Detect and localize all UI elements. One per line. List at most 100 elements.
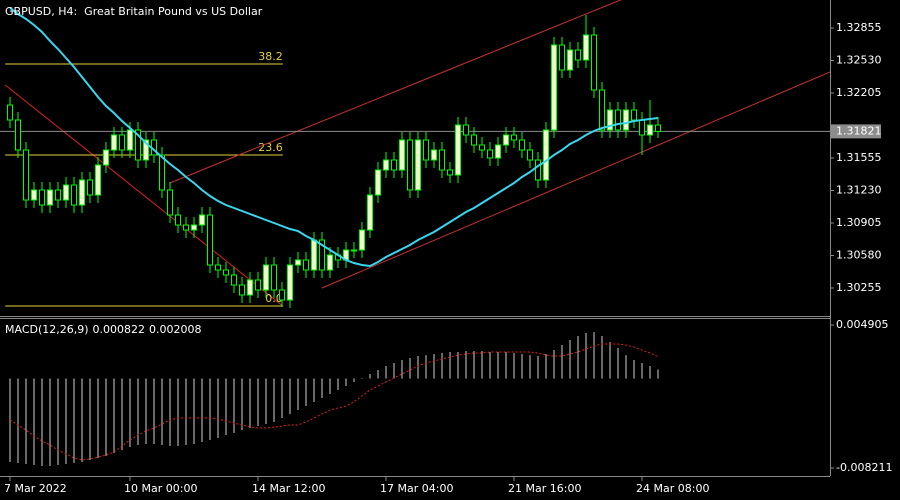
candle-body	[7, 104, 13, 121]
y-tick-label: -0.008211	[836, 461, 892, 474]
candle-body	[103, 149, 109, 166]
candle-body	[615, 109, 621, 131]
candle-body	[415, 139, 421, 191]
candle-body	[295, 259, 301, 266]
candle-body	[431, 149, 437, 161]
candle-body	[255, 279, 261, 291]
y-tick-label: 1.31555	[836, 151, 882, 164]
candle-body	[359, 229, 365, 251]
macd-panel	[9, 332, 659, 466]
candle-body	[47, 189, 53, 206]
candle-body	[567, 49, 573, 71]
x-tick-label: 21 Mar 16:00	[508, 482, 581, 495]
candle-body	[447, 169, 453, 176]
candle-body	[551, 44, 557, 131]
moving-average	[9, 7, 659, 268]
y-tick-label: 1.32530	[836, 54, 882, 67]
y-tick-label: 0.004905	[836, 318, 889, 331]
candle-body	[639, 119, 645, 136]
x-tick-label: 24 Mar 08:00	[636, 482, 709, 495]
candle-body	[239, 284, 245, 296]
macd-label: MACD(12,26,9) 0.000822 0.002008	[5, 323, 202, 336]
candle-body	[575, 49, 581, 61]
fib-level-label: 0.0	[265, 292, 283, 305]
y-tick-label: 1.30905	[836, 216, 882, 229]
candle-body	[495, 144, 501, 159]
candle-body	[111, 134, 117, 151]
candle-body	[71, 184, 77, 206]
x-tick-label: 14 Mar 12:00	[252, 482, 325, 495]
y-tick-label: 1.30580	[836, 249, 882, 262]
candle-body	[351, 249, 357, 252]
candle-body	[63, 184, 69, 201]
candle-body	[423, 139, 429, 161]
price-panel: 38.2 23.6 0.0	[0, 0, 830, 308]
candle-body	[127, 129, 133, 151]
candle-body	[223, 269, 229, 276]
y-tick-label: 1.30255	[836, 281, 882, 294]
candle-body	[175, 214, 181, 226]
candle-body	[199, 214, 205, 226]
candle-body	[503, 134, 509, 146]
candle-body	[407, 139, 413, 191]
candle-body	[319, 239, 325, 271]
candle-body	[263, 264, 269, 291]
candle-body	[519, 139, 525, 151]
candle-body	[135, 129, 141, 161]
signal-value: 0.002008	[149, 323, 202, 336]
signal-line	[9, 343, 659, 461]
candle-body	[231, 274, 237, 286]
candle-body	[607, 109, 613, 131]
channel-line	[169, 0, 622, 184]
candle-body	[527, 149, 533, 161]
candle-body	[271, 264, 277, 291]
candle-body	[559, 44, 565, 71]
candle-body	[463, 124, 469, 136]
chart-title: GBPUSD, H4: Great Britain Pound vs US Do…	[5, 5, 263, 18]
candle-body	[383, 159, 389, 171]
candle-body	[455, 124, 461, 176]
candle-body	[79, 179, 85, 206]
candle-body	[39, 189, 45, 206]
candle-body	[23, 149, 29, 201]
macd-name: MACD(12,26,9)	[5, 323, 89, 336]
fib-level-label: 23.6	[258, 141, 283, 154]
candle-body	[167, 189, 173, 216]
candle-body	[183, 224, 189, 231]
current-price-label: 1.31821	[836, 124, 882, 137]
candle-body	[599, 89, 605, 131]
candle-body	[535, 159, 541, 181]
candle-body	[215, 264, 221, 271]
candle-body	[543, 129, 549, 181]
candle-body	[367, 194, 373, 231]
candle-body	[311, 239, 317, 271]
macd-value: 0.000822	[93, 323, 146, 336]
candle-body	[303, 259, 309, 271]
candle-body	[207, 214, 213, 266]
candle-body	[511, 134, 517, 141]
x-tick-label: 7 Mar 2022	[4, 482, 67, 495]
candle-body	[287, 264, 293, 301]
channel-line	[321, 71, 830, 289]
candle-body	[479, 144, 485, 151]
x-tick-label: 10 Mar 00:00	[124, 482, 197, 495]
candle-body	[391, 159, 397, 171]
candle-body	[631, 109, 637, 121]
fib-trend-line	[4, 84, 284, 307]
candle-body	[583, 34, 589, 61]
candle-body	[655, 124, 661, 132]
y-tick-label: 1.32205	[836, 86, 882, 99]
y-tick-label: 1.31230	[836, 184, 882, 197]
candle-body	[623, 109, 629, 131]
y-tick-label: 1.32855	[836, 21, 882, 34]
candle-body	[591, 34, 597, 91]
candle-body	[647, 124, 653, 136]
candle-body	[31, 189, 37, 201]
candle-body	[399, 139, 405, 171]
candle-body	[279, 289, 285, 301]
current-price-box	[831, 124, 881, 139]
candle-body	[375, 169, 381, 196]
candle-body	[487, 149, 493, 159]
candle-body	[327, 254, 333, 271]
